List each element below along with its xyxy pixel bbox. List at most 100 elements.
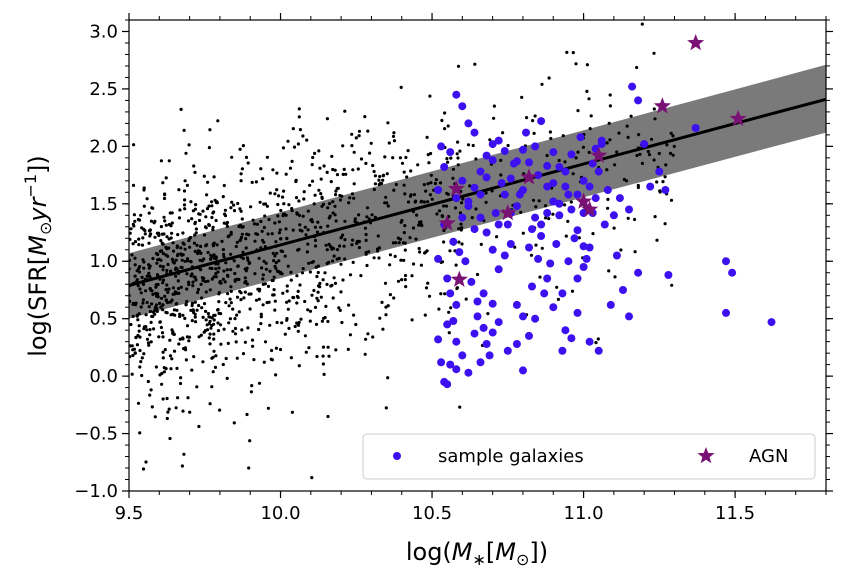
background-point [171,286,175,290]
background-point [419,199,424,203]
background-point [655,180,659,184]
background-point [161,181,165,185]
background-point [253,272,257,276]
sample-galaxy-point [455,248,464,257]
background-point [377,256,381,260]
y-tick-label: 1.5 [89,194,118,215]
background-point [225,268,229,272]
background-point [341,172,345,176]
background-point [165,311,169,315]
sample-galaxy-point [449,237,458,246]
background-point [255,232,260,236]
background-point [136,318,140,322]
background-point [250,180,254,184]
background-point [424,286,429,290]
background-point [133,240,138,244]
background-point [657,151,661,156]
background-point [323,316,327,320]
background-point [326,319,330,324]
background-point [265,301,269,305]
background-point [426,281,430,285]
background-point [501,131,505,135]
background-point [232,203,236,207]
background-point [223,212,227,216]
background-point [174,266,178,270]
background-point [417,246,421,251]
background-point [377,246,381,250]
background-point [182,452,186,456]
background-point [201,360,205,364]
background-point [244,246,248,250]
background-point [277,194,281,198]
background-point [417,223,421,227]
background-point [172,349,177,353]
background-point [239,179,243,183]
background-point [364,252,368,256]
sample-galaxy-point [473,297,482,306]
background-point [298,223,302,227]
background-point [243,281,247,285]
background-point [133,351,137,355]
background-point [545,153,549,158]
background-point [457,227,461,231]
background-point [297,199,301,203]
background-point [341,278,345,282]
background-point [153,219,157,223]
background-point [243,290,247,294]
background-point [261,303,265,307]
background-point [265,204,269,208]
background-point [574,62,578,66]
background-point [284,172,288,176]
background-point [141,467,146,471]
background-point [331,167,335,172]
sample-galaxy-point [561,326,570,335]
background-point [570,289,575,293]
background-point [132,347,136,351]
background-point [137,329,141,333]
background-point [199,251,203,255]
background-point [175,245,179,250]
background-point [581,145,586,149]
background-point [169,300,173,304]
background-point [277,220,281,224]
background-point [138,348,142,353]
background-point [484,191,488,195]
background-point [663,222,667,226]
background-point [596,337,600,341]
background-point [195,308,199,312]
background-point [606,206,610,210]
background-point [150,405,154,409]
background-point [341,233,345,237]
background-point [372,256,376,260]
background-point [605,141,609,145]
background-point [403,224,407,228]
y-tick-label: 3.0 [89,21,118,42]
background-point [290,206,294,211]
background-point [350,192,355,196]
background-point [178,381,183,386]
background-point [155,294,159,298]
background-point [392,139,397,143]
background-point [212,349,216,353]
background-point [351,168,355,172]
background-point [272,275,276,279]
background-point [216,308,220,312]
background-point [337,256,341,260]
sample-galaxy-point [485,351,494,360]
background-point [188,235,193,240]
background-point [238,207,242,211]
sample-galaxy-point [579,242,588,251]
background-point [547,217,551,221]
background-point [169,313,173,317]
background-point [229,206,233,210]
background-point [131,301,136,306]
background-point [191,280,195,284]
background-point [142,266,146,270]
background-point [137,237,141,241]
background-point [340,320,344,325]
background-point [629,114,633,118]
background-point [171,331,175,335]
background-point [317,149,321,153]
background-point [214,257,218,261]
background-point [210,385,214,389]
